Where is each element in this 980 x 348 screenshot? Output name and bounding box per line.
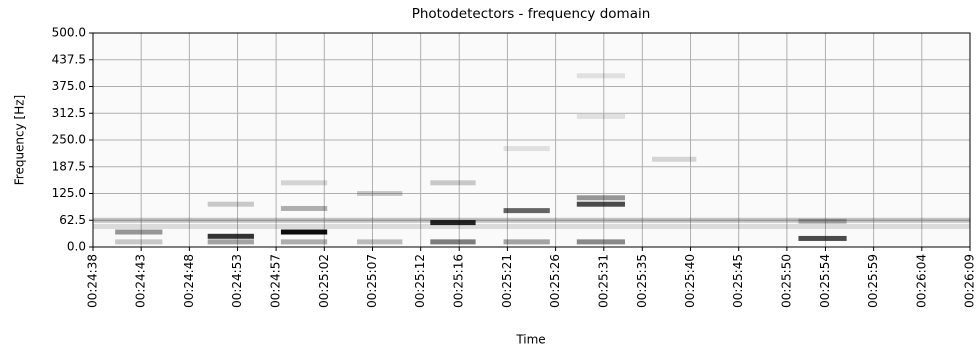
x-tick-label: 00:25:07 (365, 254, 379, 308)
spectral-feature (93, 223, 970, 229)
spectral-feature (357, 191, 403, 196)
y-tick-label: 62.5 (59, 213, 86, 227)
x-axis-label: Time (515, 333, 545, 347)
spectral-feature (576, 73, 625, 79)
spectral-feature (115, 229, 163, 235)
y-tick-label: 187.5 (52, 159, 86, 173)
x-tick-label: 00:25:59 (866, 254, 880, 308)
spectral-feature (576, 195, 625, 201)
x-tick-label: 00:24:48 (182, 254, 196, 308)
x-tick-label: 00:26:04 (914, 254, 928, 308)
x-tick-label: 00:25:12 (413, 254, 427, 308)
x-tick-label: 00:25:21 (500, 254, 514, 308)
spectral-feature (430, 220, 476, 226)
spectral-feature (798, 218, 847, 224)
y-tick-label: 125.0 (52, 186, 86, 200)
x-tick-label: 00:25:16 (452, 254, 466, 308)
spectral-feature (280, 205, 328, 211)
spectral-feature (280, 229, 328, 235)
y-axis-label: Frequency [Hz] (13, 95, 27, 186)
y-tick-label: 437.5 (52, 52, 86, 66)
y-tick-label: 250.0 (52, 133, 86, 147)
spectral-feature (576, 239, 625, 245)
spectral-feature (280, 239, 328, 245)
x-tick-label: 00:26:09 (963, 254, 977, 308)
x-tick-label: 00:25:45 (731, 254, 745, 308)
y-tick-label: 0.0 (67, 240, 86, 254)
spectral-feature (430, 180, 476, 186)
x-tick-label: 00:25:02 (317, 254, 331, 308)
spectral-feature (207, 233, 254, 239)
spectral-feature (503, 239, 550, 245)
x-tick-label: 00:25:35 (635, 254, 649, 308)
spectral-feature (503, 208, 550, 214)
x-tick-label: 00:24:53 (230, 254, 244, 308)
spectral-feature (207, 201, 254, 207)
x-tick-label: 00:25:54 (818, 254, 832, 308)
spectral-feature (280, 180, 328, 186)
spectral-feature (503, 146, 550, 152)
x-tick-label: 00:25:50 (779, 254, 793, 308)
spectral-feature (207, 239, 254, 245)
plot-frame (92, 32, 971, 248)
y-tick-label: 312.5 (52, 106, 86, 120)
x-tick-label: 00:24:38 (86, 254, 100, 308)
spectral-feature (115, 239, 163, 245)
chart-title: Photodetectors - frequency domain (412, 6, 651, 22)
spectral-feature (576, 113, 625, 119)
spectral-feature (430, 239, 476, 245)
spectral-feature (357, 239, 403, 245)
y-tick-label: 500.0 (52, 26, 86, 40)
spectral-feature (798, 235, 847, 241)
y-tick-label: 375.0 (52, 79, 86, 93)
x-tick-label: 00:25:40 (683, 254, 697, 308)
x-tick-label: 00:25:31 (596, 254, 610, 308)
spectral-feature (576, 201, 625, 207)
x-tick-label: 00:24:43 (134, 254, 148, 308)
x-tick-label: 00:25:26 (548, 254, 562, 308)
spectral-feature (93, 217, 970, 223)
spectral-feature (651, 156, 697, 162)
x-tick-label: 00:24:57 (269, 254, 283, 308)
